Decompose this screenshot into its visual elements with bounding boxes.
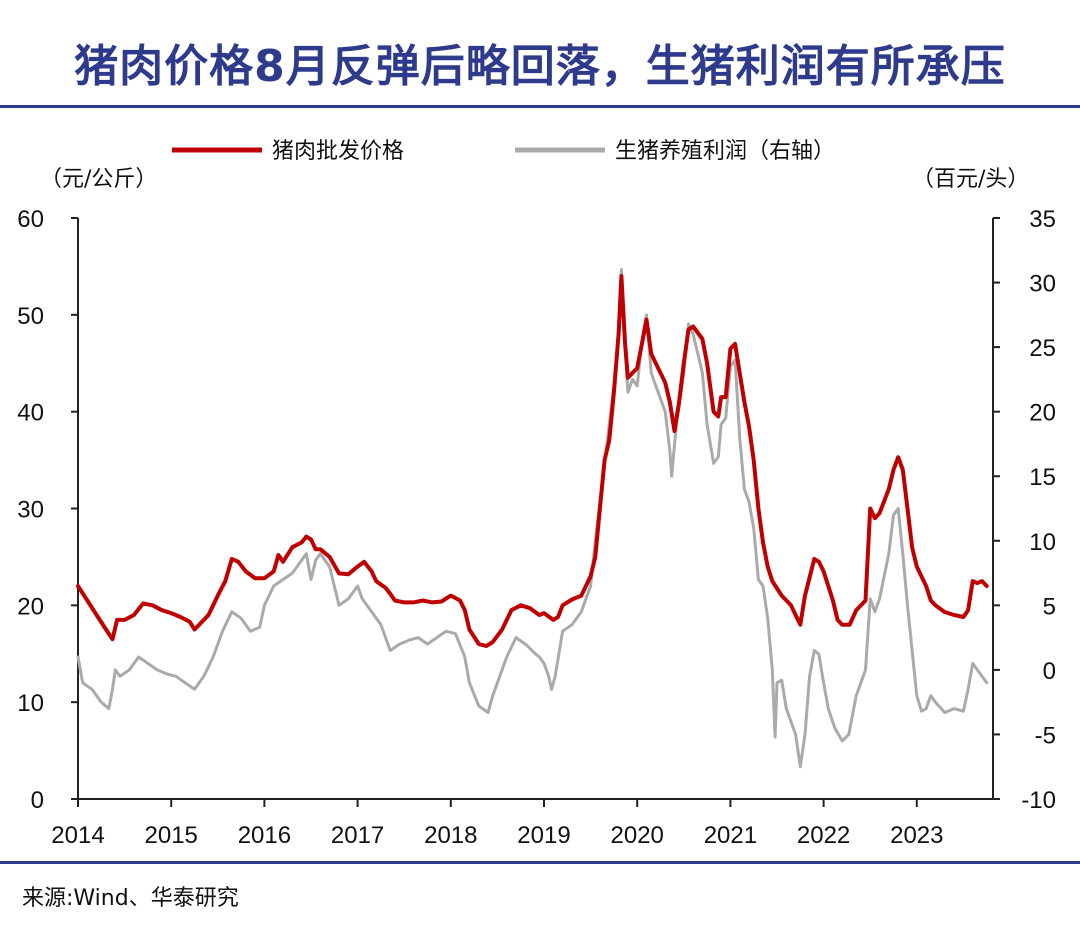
legend: 猪肉批发价格 生猪养殖利润（右轴） [172, 139, 835, 164]
legend-label-pork-price: 猪肉批发价格 [272, 139, 404, 164]
x-tick-label: 2017 [331, 822, 384, 849]
left-axis-unit: （元/公斤） [40, 167, 157, 192]
series-line-hog-profit [76, 268, 989, 769]
axes: 0 10 20 30 40 50 60 -10 -5 0 5 10 15 20 25 30 35 2014 2015… [17, 206, 1056, 849]
legend-label-hog-profit: 生猪养殖利润（右轴） [615, 139, 835, 164]
x-tick-label: 2018 [424, 822, 477, 849]
x-tick-label: 2014 [51, 822, 104, 849]
right-tick-label: 25 [1029, 335, 1056, 362]
right-tick-label: -10 [1021, 787, 1056, 814]
left-tick-label: 0 [31, 787, 44, 814]
footer-divider [0, 861, 1080, 864]
x-tick-label: 2023 [890, 822, 943, 849]
right-tick-label: 15 [1029, 464, 1056, 491]
series-line-pork-price [76, 274, 989, 648]
left-tick-label: 40 [17, 400, 44, 427]
left-tick-label: 60 [17, 206, 44, 233]
title-divider [0, 105, 1080, 108]
series-layer [76, 268, 989, 769]
right-tick-label: 10 [1029, 529, 1056, 556]
right-tick-label: 0 [1043, 658, 1056, 685]
right-tick-label: 30 [1029, 271, 1056, 298]
x-tick-label: 2016 [238, 822, 291, 849]
source-note: 来源:Wind、华泰研究 [22, 886, 239, 911]
left-tick-label: 10 [17, 690, 44, 717]
chart-title: 猪肉价格8月反弹后略回落，生猪利润有所承压 [74, 41, 1006, 92]
x-tick-label: 2020 [611, 822, 664, 849]
x-tick-label: 2019 [517, 822, 570, 849]
right-tick-label: -5 [1035, 722, 1056, 749]
right-axis-unit: （百元/头） [912, 167, 1029, 192]
x-tick-label: 2021 [704, 822, 757, 849]
right-tick-label: 35 [1029, 206, 1056, 233]
right-tick-label: 5 [1043, 593, 1056, 620]
x-tick-label: 2015 [145, 822, 198, 849]
x-tick-label: 2022 [797, 822, 850, 849]
left-tick-label: 50 [17, 303, 44, 330]
left-tick-label: 30 [17, 497, 44, 524]
left-tick-label: 20 [17, 593, 44, 620]
right-tick-label: 20 [1029, 400, 1056, 427]
